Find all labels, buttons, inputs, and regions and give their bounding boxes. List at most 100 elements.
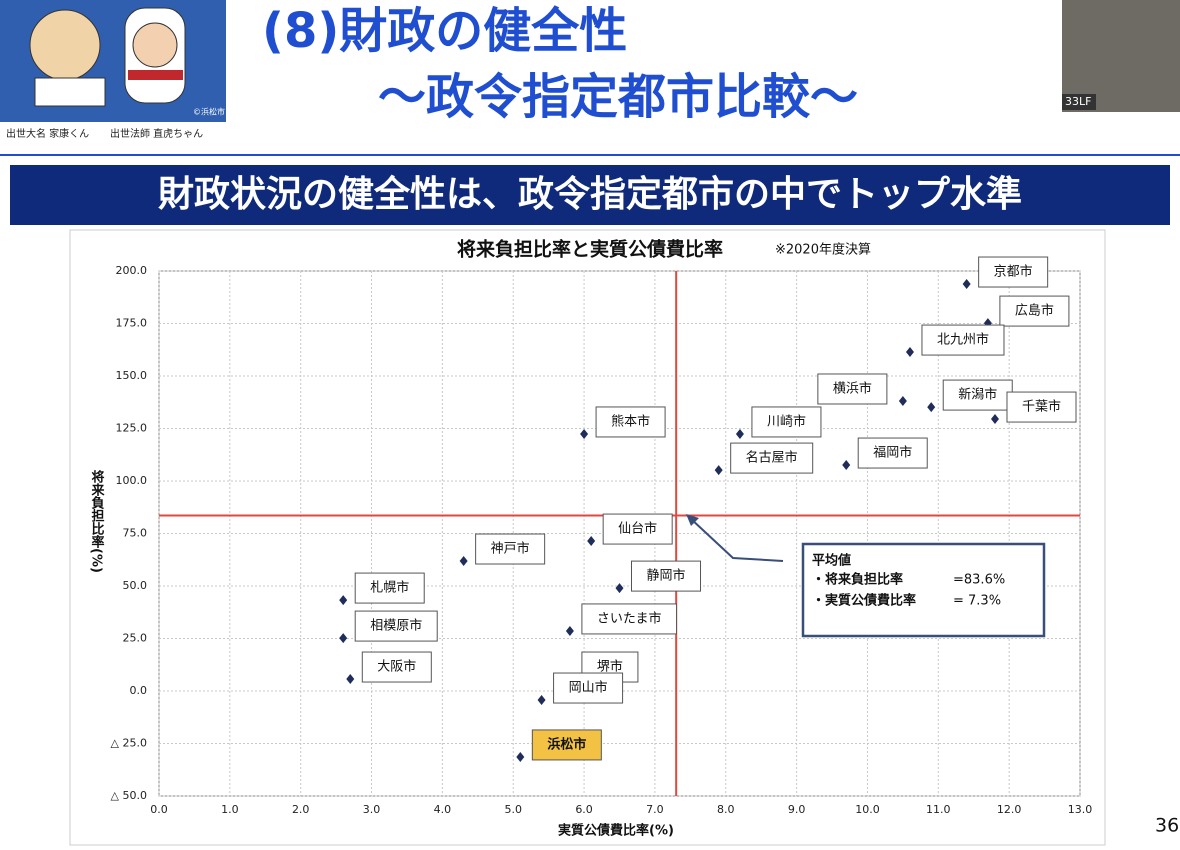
video-thumbnail [1062,0,1180,112]
point-label: 浜松市 [547,736,586,752]
label-box [1006,391,1077,423]
banner-text: 財政状況の健全性は、政令指定都市の中でトップ水準 [158,173,1022,215]
chart-title: 将来負担比率と実質公債費比率 [457,238,723,261]
label-box [354,610,438,642]
video-label: 33LF [1065,95,1091,108]
label-box [553,672,624,704]
x-tick-label: 9.0 [788,803,806,816]
point-label: 大阪市 [377,659,416,675]
point-label: 川崎市 [767,413,806,429]
annotation-value: = 7.3% [953,594,1001,609]
x-tick-label: 4.0 [434,803,452,816]
label-box [857,437,928,469]
x-tick-label: 8.0 [717,803,735,816]
y-tick-label: △ 50.0 [111,789,147,802]
mascot-piano [34,77,106,107]
point-label: 仙台市 [618,521,657,537]
point-label: 千葉市 [1022,399,1061,415]
mascot-caption: 出世法師 直虎ちゃん [110,127,203,140]
label-box [817,373,888,405]
label-box [531,729,602,761]
point-label: 名古屋市 [746,450,798,466]
annotation-title: 平均値 [812,553,851,569]
point-label: 熊本市 [611,413,650,429]
y-tick-label: 175.0 [116,317,148,330]
point [565,625,574,636]
y-tick-label: 0.0 [130,684,148,697]
y-tick-label: 25.0 [123,632,148,645]
point [714,465,723,476]
video-label-bg [1062,94,1096,110]
copyright: ©浜松市 [193,107,225,117]
point [580,428,589,439]
arrowhead [686,514,699,526]
label-box [942,379,1013,411]
x-tick-label: 11.0 [926,803,951,816]
y-tick-label: 200.0 [116,264,148,277]
y-tick-label: 50.0 [123,579,148,592]
point [346,674,355,685]
point [962,279,971,290]
label-box [978,256,1049,288]
x-tick-label: 13.0 [1068,803,1093,816]
point-label: 新潟市 [958,387,997,403]
banner [10,165,1170,225]
point [615,583,624,594]
point-label: 京都市 [994,264,1033,280]
mascot-face [132,22,178,68]
mascot-face [29,9,101,81]
x-tick-label: 3.0 [363,803,381,816]
point-label: 静岡市 [647,568,686,584]
x-tick-label: 12.0 [997,803,1022,816]
point-label: 北九州市 [937,332,989,348]
point-label: 堺市 [597,659,623,675]
label-box [999,295,1070,327]
point [339,633,348,644]
point-label: 横浜市 [833,380,872,396]
point [842,460,851,471]
slide-title: (8)財政の健全性 [262,3,627,59]
annotation-value: =83.6% [953,573,1005,588]
point [990,414,999,425]
x-tick-label: 7.0 [646,803,664,816]
label-box [361,651,432,683]
annotation-box [801,542,1046,638]
label-box [581,603,678,635]
label-box [602,513,673,545]
label-box [475,533,546,565]
point [898,395,907,406]
point-label: 相模原市 [370,618,422,634]
point-label: 広島市 [1015,303,1054,319]
label-box [354,572,425,604]
x-tick-label: 2.0 [292,803,310,816]
y-tick-label: 150.0 [116,369,148,382]
chart-subtitle: ※2020年度決算 [775,242,871,258]
y-axis-label: 将来負担比率(%) [89,469,106,572]
annotation-item: ・実質公債費比率 [812,593,916,609]
point-label: 福岡市 [873,445,912,461]
x-tick-label: 1.0 [221,803,239,816]
annotation-item: ・将来負担比率 [812,572,903,588]
page-number: 36 [1155,815,1179,837]
mascot-caption: 出世大名 家康くん [6,127,89,140]
point-label: 札幌市 [370,580,409,596]
point [905,347,914,358]
label-box [595,406,666,438]
y-tick-label: 75.0 [123,527,148,540]
x-tick-label: 0.0 [150,803,168,816]
x-axis-label: 実質公債費比率(%) [558,823,674,839]
x-tick-label: 6.0 [575,803,593,816]
label-box [730,442,814,474]
label-box [631,560,702,592]
label-box [921,324,1005,356]
y-tick-label: 100.0 [116,474,148,487]
slide-title: ～政令指定都市比較～ [378,69,858,125]
point [587,536,596,547]
point-label: さいたま市 [597,610,662,626]
point-label: 神戸市 [491,541,530,557]
plot: 0.0 1.0 2.0 3.0 4.0 5.0 6.0 7.0 8.0 9.0 10.0 11.0 12… [111,256,1093,816]
point [339,595,348,606]
point [516,751,525,762]
point [927,402,936,413]
